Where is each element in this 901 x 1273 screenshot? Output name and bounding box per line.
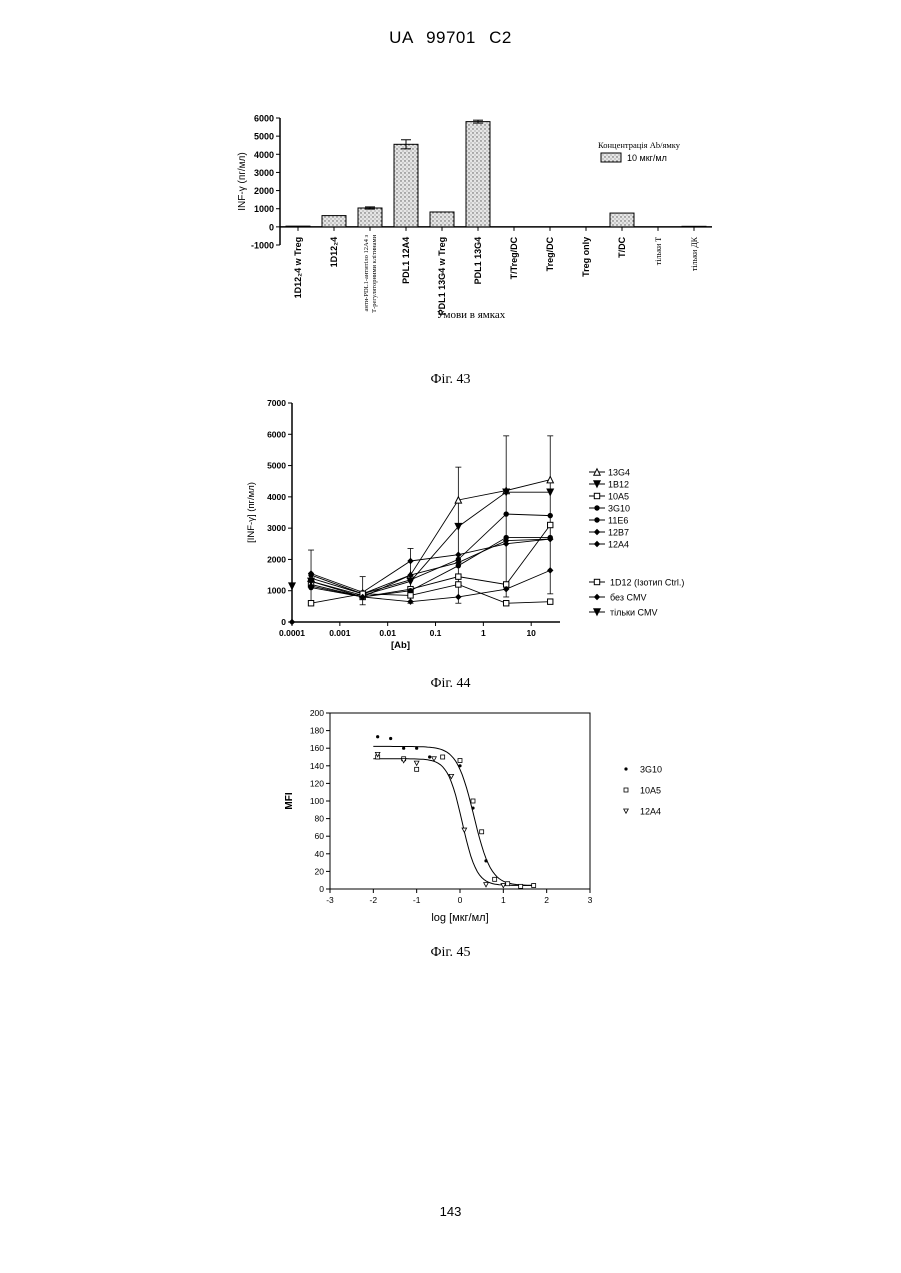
plot-frame xyxy=(330,713,590,889)
legend-label: 3G10 xyxy=(640,765,662,775)
data-point xyxy=(428,755,431,758)
x-tick-label: 1 xyxy=(501,895,506,905)
figure-45-caption: Фіг. 45 xyxy=(0,945,901,961)
data-point xyxy=(415,767,419,771)
legend-label: 10A5 xyxy=(640,786,661,796)
data-point xyxy=(402,747,405,750)
data-point xyxy=(414,761,419,765)
x-tick-label: -2 xyxy=(370,895,378,905)
x-tick-label: -1 xyxy=(413,895,421,905)
legend-marker xyxy=(624,767,627,770)
y-tick-label: 100 xyxy=(310,796,324,806)
fit-curve xyxy=(373,759,536,886)
data-point xyxy=(471,806,474,809)
y-tick-label: 180 xyxy=(310,726,324,736)
y-tick-label: 60 xyxy=(315,831,325,841)
y-tick-label: 200 xyxy=(310,708,324,718)
data-point xyxy=(532,883,536,887)
data-point xyxy=(519,884,523,888)
x-tick-label: 2 xyxy=(544,895,549,905)
data-point xyxy=(389,737,392,740)
y-tick-label: 0 xyxy=(319,884,324,894)
data-point xyxy=(506,882,510,886)
x-tick-label: -3 xyxy=(326,895,334,905)
data-point xyxy=(484,883,489,887)
x-tick-label: 3 xyxy=(588,895,593,905)
page-number: 143 xyxy=(0,1204,901,1219)
y-axis-label: MFI xyxy=(284,792,295,809)
y-tick-label: 120 xyxy=(310,778,324,788)
x-axis-label: log [мкг/мл] xyxy=(431,912,488,924)
fit-curve xyxy=(373,746,536,885)
legend-marker xyxy=(624,788,628,792)
data-point xyxy=(462,828,467,832)
data-point xyxy=(484,859,487,862)
y-tick-label: 80 xyxy=(315,814,325,824)
data-point xyxy=(471,799,475,803)
data-point xyxy=(458,764,461,767)
data-point xyxy=(493,877,497,881)
data-point xyxy=(441,755,445,759)
y-tick-label: 160 xyxy=(310,743,324,753)
x-tick-label: 0 xyxy=(458,895,463,905)
y-tick-label: 20 xyxy=(315,866,325,876)
data-point xyxy=(480,830,484,834)
y-tick-label: 140 xyxy=(310,761,324,771)
y-tick-label: 40 xyxy=(315,849,325,859)
data-point xyxy=(415,747,418,750)
figure-45-dose-response-chart: 0 20 40 60 80 100 120 140 160 180 200 -3 -2 -1 0 1 2 3 MFI… xyxy=(0,0,901,960)
data-point xyxy=(458,759,462,763)
legend-marker xyxy=(624,809,629,813)
data-point xyxy=(376,735,379,738)
legend-label: 12A4 xyxy=(640,807,661,817)
